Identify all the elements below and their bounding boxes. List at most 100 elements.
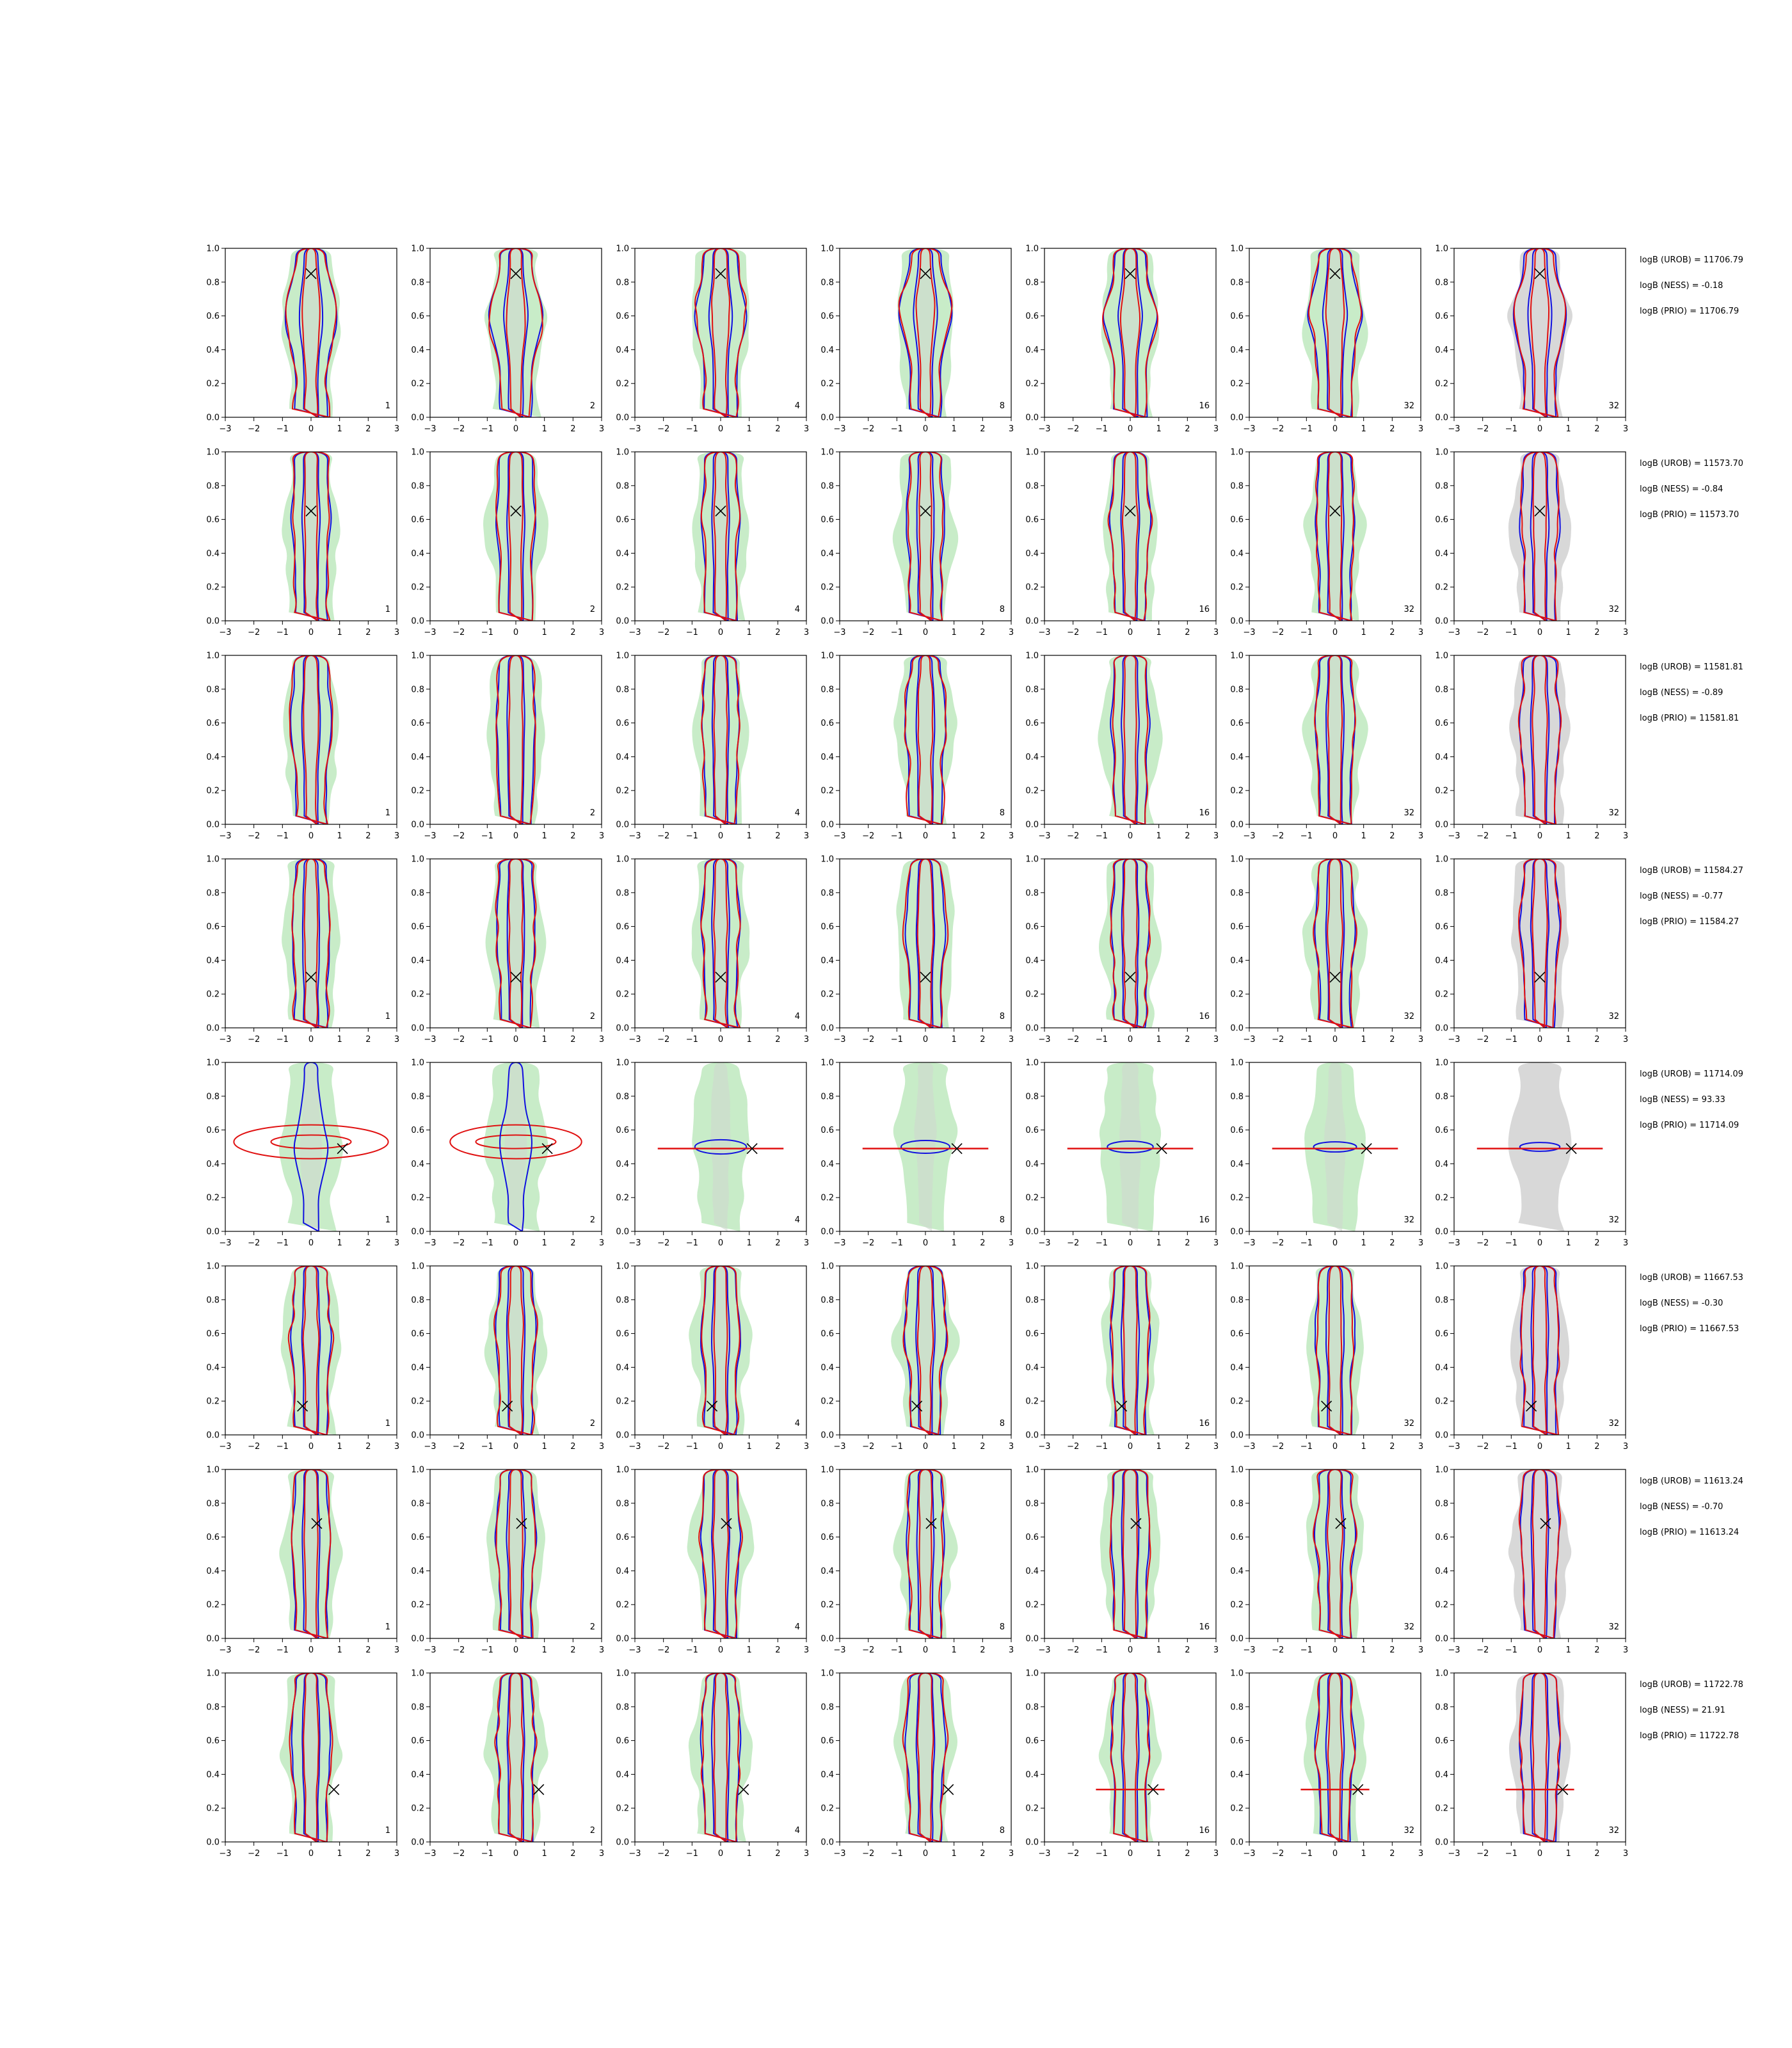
true-value-marker bbox=[1124, 972, 1136, 983]
x-tick-label: 1 bbox=[747, 1035, 752, 1044]
x-tick-label: 1 bbox=[337, 628, 342, 637]
sample-count-label: 2 bbox=[590, 1012, 595, 1021]
x-tick-label: −1 bbox=[1300, 628, 1313, 637]
true-value-marker bbox=[533, 1784, 545, 1795]
x-tick-label: −2 bbox=[452, 831, 465, 841]
y-tick-label: 0.4 bbox=[1435, 1567, 1448, 1576]
y-tick-label: 0.0 bbox=[616, 1431, 629, 1441]
sample-count-label: 8 bbox=[1000, 1622, 1005, 1632]
y-tick-label: 0.6 bbox=[1230, 1329, 1244, 1339]
y-tick-label: 0.6 bbox=[820, 1736, 834, 1746]
x-tick-label: 2 bbox=[570, 831, 575, 841]
reference-core-fill bbox=[1120, 452, 1140, 621]
sample-count-label: 4 bbox=[795, 1215, 800, 1225]
red-contour bbox=[495, 859, 537, 1028]
x-tick-label: −3 bbox=[219, 1645, 231, 1655]
y-tick-label: 0.6 bbox=[1435, 312, 1448, 321]
true-value-marker bbox=[510, 972, 522, 983]
y-tick-label: 0.6 bbox=[820, 1533, 834, 1542]
sample-count-label: 16 bbox=[1199, 605, 1210, 614]
red-contour bbox=[303, 859, 319, 1028]
x-tick-label: 2 bbox=[1185, 1849, 1190, 1859]
sample-count-label: 2 bbox=[590, 1622, 595, 1632]
x-tick-label: 3 bbox=[1418, 1238, 1423, 1248]
y-tick-label: 0.6 bbox=[1435, 1533, 1448, 1542]
x-tick-label: −3 bbox=[1038, 1849, 1050, 1859]
logB-stats-row3: logB (UROB) = 11581.81 logB (NESS) = -0.8… bbox=[1640, 662, 1743, 723]
subplot-r8-c1: 0.0 0.2 0.4 0.6 0.8 1.0 −3 −2 −1 0 1 2 3 1 bbox=[206, 1669, 399, 1859]
y-tick-label: 0.2 bbox=[411, 1397, 424, 1407]
blue-contour bbox=[293, 1062, 329, 1231]
y-tick-label: 0.2 bbox=[206, 1601, 220, 1610]
y-tick-label: 0.2 bbox=[206, 990, 220, 1000]
x-tick-label: −2 bbox=[1476, 1645, 1489, 1655]
x-tick-label: 3 bbox=[599, 424, 604, 434]
x-tick-label: −3 bbox=[833, 1035, 845, 1044]
red-contour bbox=[1513, 248, 1567, 417]
subplot-contours bbox=[282, 452, 340, 621]
x-tick-label: −3 bbox=[424, 628, 436, 637]
x-tick-label: −2 bbox=[1272, 831, 1284, 841]
y-tick-label: 0.4 bbox=[1025, 1363, 1039, 1373]
y-tick-label: 0.8 bbox=[616, 481, 629, 491]
y-tick-label: 0.8 bbox=[411, 888, 424, 898]
y-tick-label: 0.0 bbox=[1025, 820, 1039, 830]
y-tick-label: 0.2 bbox=[616, 1194, 629, 1203]
x-tick-label: 0 bbox=[513, 424, 518, 434]
y-tick-label: 1.0 bbox=[1230, 1059, 1244, 1068]
red-contour bbox=[698, 1469, 743, 1638]
sample-count-label: 16 bbox=[1199, 808, 1210, 818]
y-tick-label: 0.2 bbox=[1025, 990, 1039, 1000]
y-tick-label: 0.2 bbox=[820, 583, 834, 593]
red-contour bbox=[289, 1673, 333, 1842]
y-tick-label: 0.8 bbox=[820, 1499, 834, 1508]
blue-contour bbox=[506, 655, 525, 824]
x-tick-label: 2 bbox=[1185, 831, 1190, 841]
true-value-marker bbox=[516, 1517, 527, 1530]
x-tick-label: −3 bbox=[833, 1645, 845, 1655]
x-tick-label: 0 bbox=[923, 1645, 928, 1655]
sample-count-label: 32 bbox=[1608, 1012, 1619, 1021]
y-tick-label: 1.0 bbox=[206, 1059, 220, 1068]
subplot-r8-c5: 0.0 0.2 0.4 0.6 0.8 1.0 −3 −2 −1 0 1 2 3 16 bbox=[1025, 1669, 1219, 1859]
subplot-r2-c4: 0.0 0.2 0.4 0.6 0.8 1.0 −3 −2 −1 0 1 2 3 8 bbox=[820, 448, 1014, 638]
x-tick-label: 1 bbox=[1566, 1645, 1571, 1655]
sample-count-label: 8 bbox=[1000, 1826, 1005, 1836]
y-tick-label: 0.0 bbox=[616, 1635, 629, 1644]
x-tick-label: 1 bbox=[1156, 1238, 1162, 1248]
subplot-contours bbox=[892, 452, 959, 621]
true-value-marker bbox=[1329, 505, 1341, 516]
y-tick-label: 1.0 bbox=[616, 1059, 629, 1068]
x-tick-label: −3 bbox=[219, 831, 231, 841]
y-tick-label: 1.0 bbox=[820, 244, 834, 254]
y-tick-label: 0.4 bbox=[206, 1363, 220, 1373]
y-tick-label: 0.4 bbox=[1435, 1363, 1448, 1373]
y-tick-label: 0.8 bbox=[1025, 1702, 1039, 1712]
y-tick-label: 0.8 bbox=[820, 1092, 834, 1101]
y-tick-label: 0.0 bbox=[411, 1228, 424, 1237]
logB-urob-label: logB (UROB) = 11573.70 bbox=[1640, 459, 1743, 468]
sample-count-label: 4 bbox=[795, 605, 800, 614]
y-tick-label: 0.0 bbox=[1230, 1228, 1244, 1237]
x-tick-label: 3 bbox=[1009, 1035, 1014, 1044]
logB-urob-label: logB (UROB) = 11722.78 bbox=[1640, 1680, 1743, 1690]
x-tick-label: −1 bbox=[481, 831, 493, 841]
x-tick-label: 3 bbox=[394, 1035, 399, 1044]
blue-contour bbox=[900, 1139, 950, 1155]
logB-urob-label: logB (UROB) = 11581.81 bbox=[1640, 662, 1743, 672]
y-tick-label: 0.0 bbox=[820, 820, 834, 830]
y-tick-label: 0.4 bbox=[1230, 1160, 1244, 1169]
reference-core-fill bbox=[506, 655, 526, 824]
y-tick-label: 0.8 bbox=[820, 1295, 834, 1305]
y-tick-label: 0.6 bbox=[1435, 922, 1448, 932]
y-tick-label: 0.8 bbox=[206, 1092, 220, 1101]
sample-count-label: 1 bbox=[385, 1419, 390, 1428]
y-tick-label: 1.0 bbox=[616, 1669, 629, 1679]
sample-count-label: 2 bbox=[590, 1419, 595, 1428]
y-tick-label: 1.0 bbox=[411, 652, 424, 661]
x-tick-label: 3 bbox=[1213, 628, 1219, 637]
logB-stats-row2: logB (UROB) = 11573.70 logB (NESS) = -0.8… bbox=[1640, 459, 1743, 520]
true-value-marker bbox=[925, 1517, 937, 1530]
y-tick-label: 1.0 bbox=[206, 448, 220, 458]
sample-count-label: 16 bbox=[1199, 401, 1210, 411]
